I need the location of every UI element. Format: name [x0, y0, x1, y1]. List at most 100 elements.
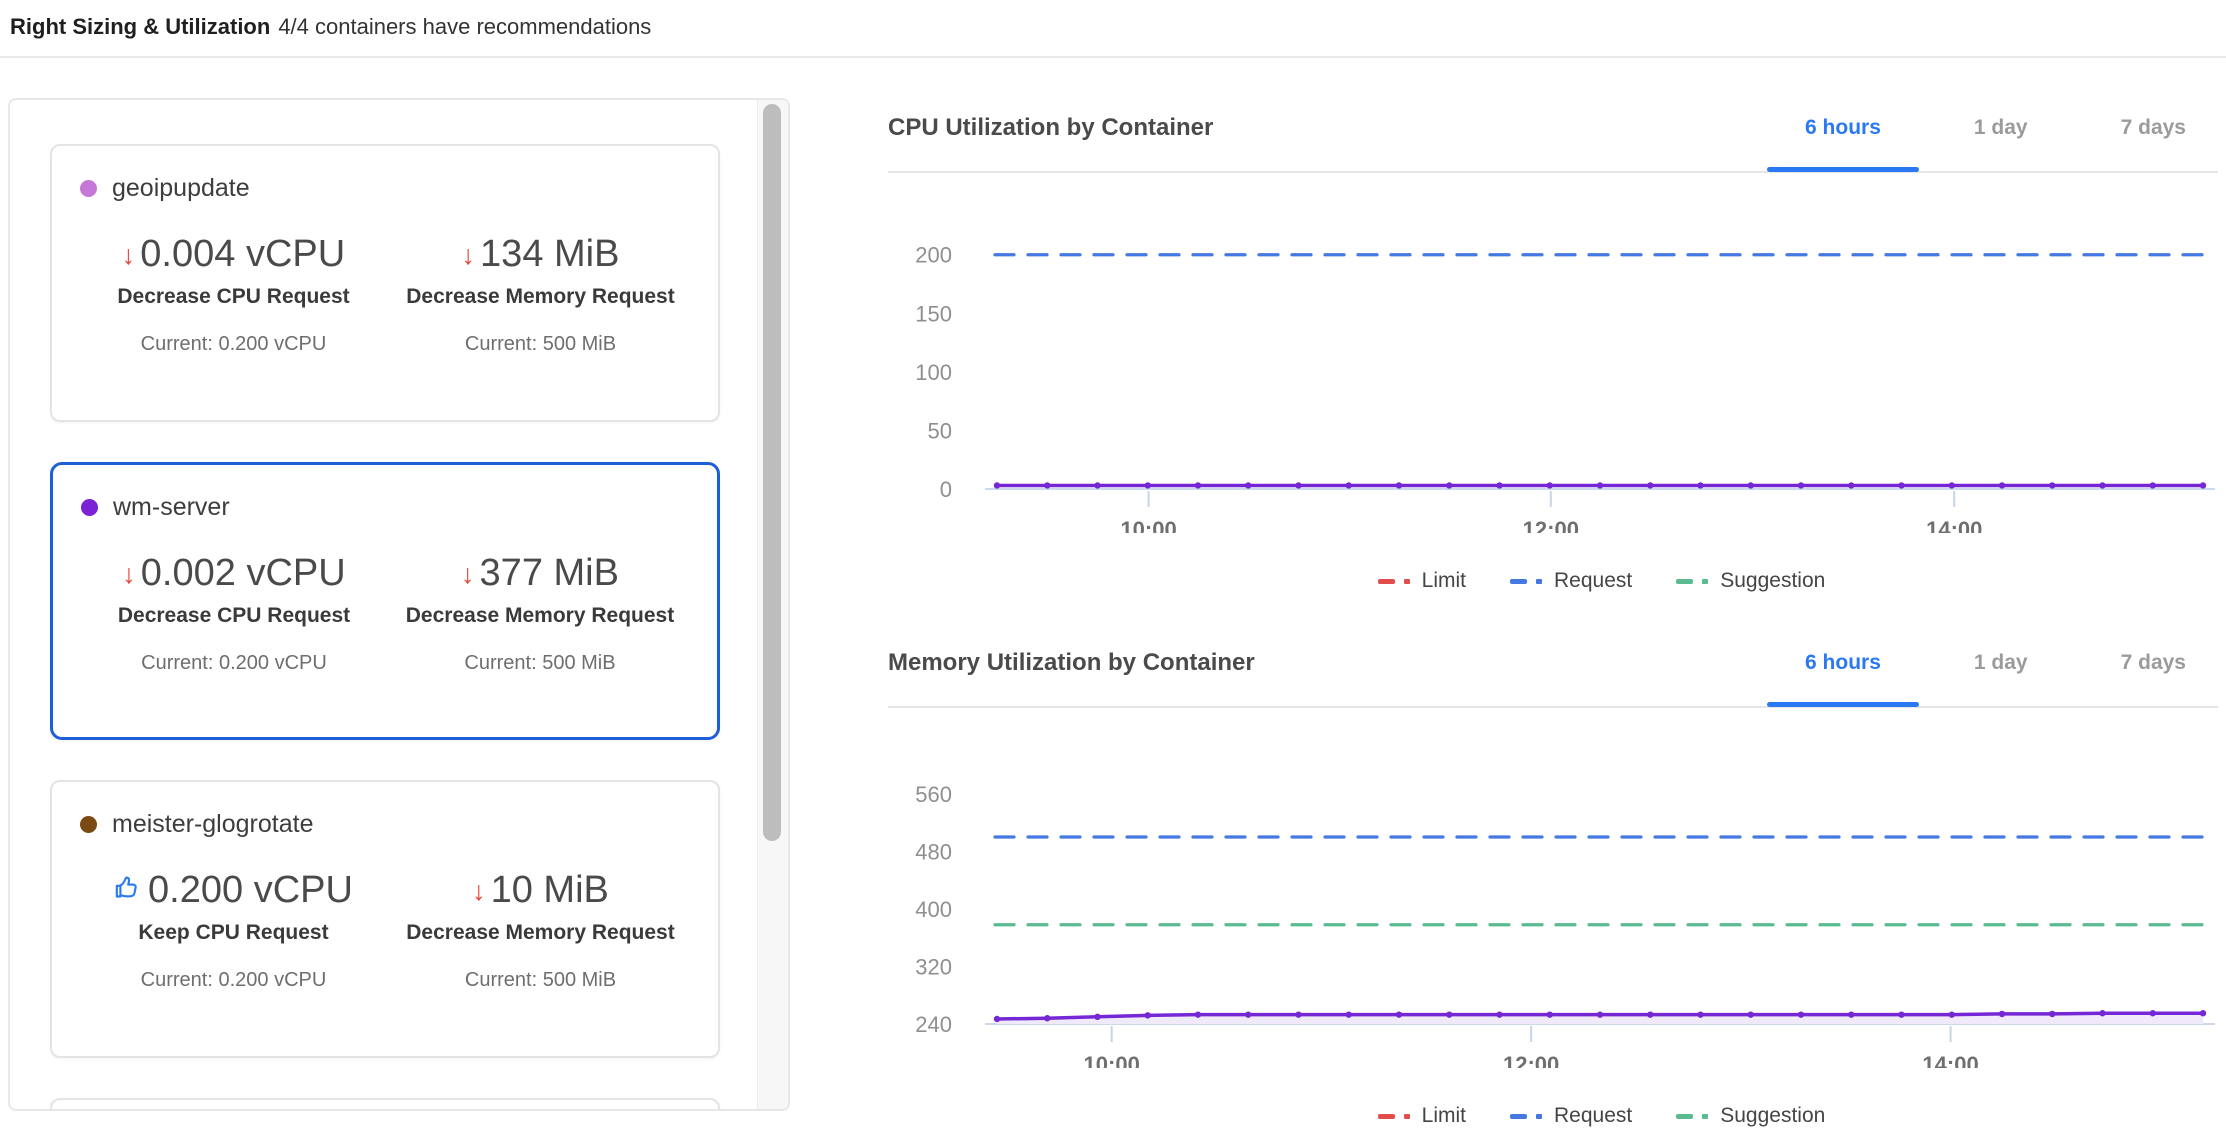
usage-point: [1647, 1011, 1654, 1018]
y-tick-label: 240: [915, 1012, 952, 1037]
legend-item-request[interactable]: Request: [1510, 569, 1632, 593]
y-tick-label: 50: [928, 418, 952, 443]
usage-point: [1144, 1012, 1151, 1019]
usage-point: [1948, 482, 1955, 489]
cpu-value-row: ↓ 0.002 vCPU: [122, 552, 345, 596]
memory-metric: ↓ 10 MiB Decrease Memory Request Current: 5…: [387, 869, 694, 992]
card-metrics: ↓ 0.002 vCPU Decrease CPU Request Current: …: [81, 552, 693, 675]
legend-item-limit[interactable]: Limit: [1377, 1104, 1467, 1128]
usage-point: [1295, 482, 1302, 489]
memory-utilization-chart: 240 320 400 480 560 10:00 12:00 14:00: [915, 782, 2215, 1068]
usage-point: [1998, 482, 2006, 489]
card-metrics: ↓ 0.004 vCPU Decrease CPU Request Current: …: [80, 233, 694, 356]
usage-point: [1797, 1011, 1805, 1018]
x-tick-label: 14:00: [1922, 1052, 1978, 1068]
usage-point: [1747, 1011, 1754, 1018]
cpu-current-value: Current: 0.200 vCPU: [140, 968, 327, 991]
memory-value-row: ↓ 134 MiB: [462, 233, 620, 277]
usage-point: [1345, 482, 1352, 489]
usage-point: [1194, 1011, 1202, 1018]
arrow-down-icon: ↓: [461, 240, 476, 271]
usage-point: [1697, 1011, 1704, 1018]
memory-recommended-value: 134 MiB: [480, 233, 620, 275]
memory-action-label: Decrease Memory Request: [405, 603, 675, 627]
usage-point: [1245, 1011, 1252, 1018]
legend-dash-icon: [1676, 578, 1694, 584]
usage-point: [1446, 482, 1453, 489]
page-title: Right Sizing & Utilization: [10, 14, 271, 39]
container-card-geoipupdate[interactable]: geoipupdate ↓ 0.004 vCPU Decrease CPU Reque…: [50, 144, 720, 422]
y-tick-label: 400: [915, 897, 952, 922]
usage-point: [1395, 1011, 1403, 1018]
usage-point: [1044, 1015, 1051, 1022]
usage-point: [1596, 482, 1604, 489]
usage-point: [2049, 1010, 2056, 1018]
legend-label: Limit: [1421, 569, 1467, 592]
memory-action-label: Decrease Memory Request: [406, 284, 675, 308]
cpu-current-value: Current: 0.200 vCPU: [140, 332, 327, 355]
usage-point: [1446, 1011, 1453, 1018]
legend-dot-icon: [1536, 578, 1543, 584]
usage-point: [1245, 482, 1252, 489]
memory-recommended-value: 377 MiB: [479, 552, 619, 594]
tab-1-day[interactable]: 1 day: [1973, 651, 2028, 674]
scrollbar-thumb[interactable]: [763, 104, 781, 841]
legend-dot-icon: [1702, 1113, 1709, 1119]
cpu-value-row: ↓ 0.004 vCPU: [122, 233, 345, 277]
memory-recommended-value: 10 MiB: [490, 869, 609, 911]
usage-point: [2099, 482, 2106, 489]
chart-legend: Limit Request Suggestion: [985, 1104, 2218, 1128]
usage-point: [1898, 482, 1905, 489]
memory-current-value: Current: 500 MiB: [464, 968, 617, 991]
main-content: geoipupdate ↓ 0.004 vCPU Decrease CPU Reque…: [0, 98, 2226, 1128]
container-card-list: geoipupdate ↓ 0.004 vCPU Decrease CPU Reque…: [10, 100, 758, 1109]
legend-dot-icon: [1403, 1113, 1410, 1119]
time-range-tabs: 6 hours 1 day 7 days: [1767, 114, 2190, 172]
container-name: geoipupdate: [112, 174, 250, 202]
memory-value-row: ↓ 377 MiB: [461, 552, 619, 596]
container-card-partial[interactable]: [50, 1098, 720, 1109]
y-tick-label: 480: [915, 839, 952, 864]
usage-point: [2149, 1010, 2156, 1017]
legend-label: Suggestion: [1720, 1104, 1826, 1127]
chart-legend: Limit Request Suggestion: [985, 569, 2218, 593]
tab-6-hours[interactable]: 6 hours: [1767, 114, 1919, 172]
tab-7-days[interactable]: 7 days: [2120, 651, 2186, 674]
usage-point: [1848, 482, 1855, 489]
chart-title: Memory Utilization by Container: [888, 649, 1255, 676]
cpu-recommended-value: 0.002 vCPU: [140, 552, 346, 594]
usage-point: [1144, 482, 1151, 489]
container-card-wm-server[interactable]: wm-server ↓ 0.002 vCPU Decrease CPU Request…: [50, 462, 720, 740]
container-color-dot: [81, 499, 98, 516]
legend-item-limit[interactable]: Limit: [1377, 569, 1467, 593]
cpu-metric: ↓ 0.004 vCPU Decrease CPU Request Current: …: [80, 233, 387, 356]
legend-item-request[interactable]: Request: [1510, 1104, 1632, 1128]
tab-1-day[interactable]: 1 day: [1973, 116, 2028, 139]
thumbs-up-icon: [115, 876, 137, 898]
container-name: meister-glogrotate: [112, 810, 314, 838]
container-card-meister-glogrotate[interactable]: meister-glogrotate 0.200 vCPU Keep CPU Req…: [50, 780, 720, 1058]
usage-point: [1496, 482, 1503, 489]
tab-7-days[interactable]: 7 days: [2120, 116, 2186, 139]
cpu-metric: 0.200 vCPU Keep CPU Request Current: 0.200…: [80, 869, 387, 992]
usage-point: [1546, 1011, 1553, 1018]
legend-dot-icon: [1403, 578, 1410, 584]
y-tick-label: 100: [915, 360, 952, 385]
legend-item-suggestion[interactable]: Suggestion: [1676, 569, 1825, 593]
chart-title: CPU Utilization by Container: [888, 114, 1214, 141]
container-list-panel: geoipupdate ↓ 0.004 vCPU Decrease CPU Reque…: [8, 98, 790, 1111]
memory-current-value: Current: 500 MiB: [464, 651, 616, 674]
legend-item-suggestion[interactable]: Suggestion: [1676, 1104, 1825, 1128]
usage-point: [1697, 482, 1704, 489]
usage-point: [1596, 1011, 1604, 1018]
container-color-dot: [80, 816, 97, 833]
y-tick-label: 560: [915, 782, 952, 807]
usage-point: [2199, 1010, 2207, 1017]
legend-label: Limit: [1421, 1104, 1467, 1127]
page-header: Right Sizing & Utilization 4/4 containers…: [0, 0, 2226, 58]
memory-action-label: Decrease Memory Request: [406, 920, 675, 944]
card-metrics: 0.200 vCPU Keep CPU Request Current: 0.200…: [80, 869, 694, 992]
tab-6-hours[interactable]: 6 hours: [1767, 649, 1919, 707]
usage-point: [2199, 482, 2207, 489]
scrollbar-track[interactable]: [757, 100, 788, 1109]
